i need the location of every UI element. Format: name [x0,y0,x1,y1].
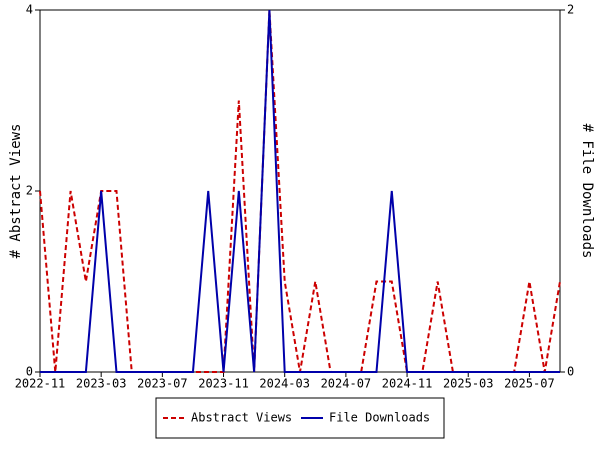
series-line [39,9,561,373]
y2-tick-label: 0 [567,365,574,379]
x-tick-label: 2022-11 [15,377,66,391]
y2-tick-label: 2 [567,3,574,17]
y-tick-label: 2 [26,184,33,198]
legend-label: File Downloads [329,411,430,425]
x-tick-label: 2023-07 [137,377,188,391]
x-tick-label: 2024-03 [259,377,310,391]
y-axis-label: # Abstract Views [8,124,24,259]
x-tick-label: 2024-11 [382,377,433,391]
x-tick-label: 2023-11 [198,377,249,391]
x-tick-label: 2025-03 [443,377,494,391]
legend-box [155,397,445,439]
series-line [40,9,560,373]
x-tick-label: 2023-03 [76,377,127,391]
y-tick-label: 0 [26,365,33,379]
x-tick-label: 2024-07 [321,377,372,391]
y2-axis-label: # File Downloads [579,124,595,259]
plot-frame [39,9,561,373]
legend-label: Abstract Views [191,411,292,425]
y-tick-label: 4 [26,3,33,17]
x-tick-label: 2025-07 [504,377,555,391]
